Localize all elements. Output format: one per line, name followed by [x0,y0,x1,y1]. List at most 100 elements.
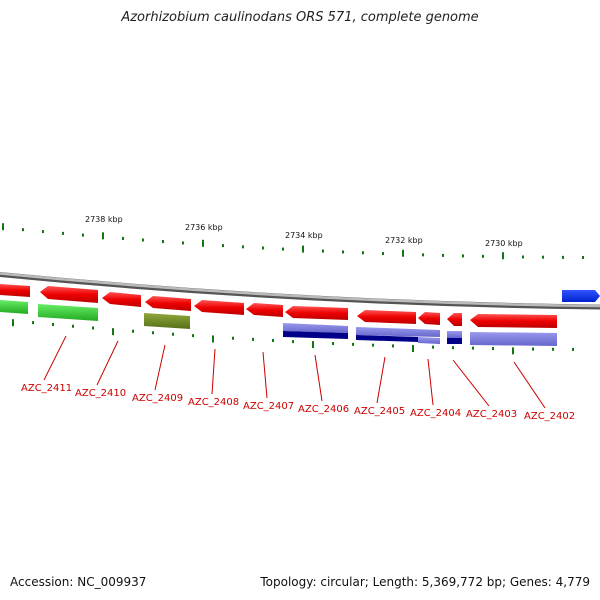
leader-line [427,358,434,406]
scale-tick [402,249,404,257]
leader-line [376,356,386,404]
lower-tick [432,345,434,349]
scale-tick [162,240,164,244]
leader-line [262,351,268,399]
feature-box[interactable] [418,337,440,344]
leader-line [452,359,490,407]
scale-tick [202,239,204,247]
lower-tick [452,346,454,350]
lower-tick [232,336,234,340]
gene-label[interactable]: AZC_2410 [75,388,126,399]
scale-tick [2,223,4,231]
scale-label: 2732 kbp [385,236,423,245]
gene-label[interactable]: AZC_2402 [524,411,575,422]
feature-box[interactable] [470,332,557,346]
gene-arrow-azc-2410[interactable] [102,292,141,307]
scale-tick [422,253,424,257]
lower-tick [172,332,174,336]
gene-label[interactable]: AZC_2411 [21,383,72,394]
scale-tick [82,233,84,237]
lower-tick [32,321,34,325]
lower-tick [72,324,74,328]
gene-label[interactable]: AZC_2409 [132,393,183,404]
gene-label[interactable]: AZC_2408 [188,397,239,408]
scale-tick [362,251,364,255]
gene-label[interactable]: AZC_2405 [354,406,405,417]
feature-box[interactable] [356,327,440,337]
gene-arrow-azc-2411[interactable] [40,286,98,303]
feature-track [0,300,557,346]
feature-box[interactable] [38,304,98,321]
feature-box[interactable] [447,338,462,344]
gene-arrow-azc-2406[interactable] [285,306,348,320]
lower-tick [312,341,314,349]
lower-tick [512,347,514,355]
scale-tick-track [2,223,584,260]
forward-gene-arrow[interactable] [562,290,600,302]
gene-label[interactable]: AZC_2404 [410,408,461,419]
leader-line [43,335,67,381]
feature-box[interactable] [0,300,28,314]
feature-box[interactable] [356,335,418,342]
scale-tick [382,252,384,256]
scale-tick [542,255,544,259]
lower-tick [532,347,534,351]
scale-tick [142,238,144,242]
lower-tick [272,339,274,343]
lower-tick [552,347,554,351]
gene-arrow-azc-2409[interactable] [145,296,191,311]
lower-tick [152,331,154,335]
scale-tick [522,255,524,259]
feature-box[interactable] [283,331,348,339]
lower-tick [352,342,354,346]
scale-tick [262,246,264,250]
gene-arrow-azc-2403[interactable] [447,313,462,326]
scale-tick [482,254,484,258]
gene-arrow-azc-2404[interactable] [418,312,440,325]
feature-box[interactable] [283,323,348,333]
scale-label: 2738 kbp [85,215,123,224]
leader-line [513,361,546,409]
leader-line [154,344,166,391]
gene-label[interactable]: AZC_2403 [466,409,517,420]
lower-tick [392,344,394,348]
accession-label: Accession: NC_009937 [10,575,147,589]
genome-title: Azorhizobium caulinodans ORS 571, comple… [121,10,479,25]
gene-arrow[interactable] [0,284,30,297]
lower-tick [472,346,474,350]
gene-arrow-azc-2402[interactable] [470,314,557,328]
feature-box[interactable] [447,331,462,338]
lower-tick [572,347,574,351]
lower-tick [292,340,294,344]
lower-tick [192,334,194,338]
scale-tick [222,244,224,248]
gene-label[interactable]: AZC_2406 [298,404,349,415]
scale-labels: 2738 kbp 2736 kbp 2734 kbp 2732 kbp 2730… [85,215,523,248]
gene-arrow-azc-2408[interactable] [194,300,244,315]
scale-tick [502,252,504,260]
leader-line [96,340,119,386]
scale-tick [242,245,244,249]
gene-arrow-azc-2405[interactable] [357,310,416,324]
gene-labels: AZC_2411 AZC_2410 AZC_2409 AZC_2408 AZC_2407… [21,335,575,422]
feature-box[interactable] [144,313,190,329]
gene-arrow-azc-2407[interactable] [246,303,283,317]
scale-tick [122,236,124,240]
scale-tick [562,255,564,259]
lower-tick [92,326,94,330]
scale-label: 2734 kbp [285,231,323,240]
lower-tick [132,329,134,333]
lower-tick [212,335,214,343]
gene-label[interactable]: AZC_2407 [243,401,294,412]
leader-line [211,348,216,395]
lower-tick [12,319,14,327]
lower-tick [252,337,254,341]
lower-tick [112,328,114,336]
scale-tick [302,245,304,253]
scale-tick [22,228,24,232]
scale-tick [462,254,464,258]
scale-tick [582,255,584,259]
lower-tick-track [12,319,574,355]
scale-tick [62,231,64,235]
